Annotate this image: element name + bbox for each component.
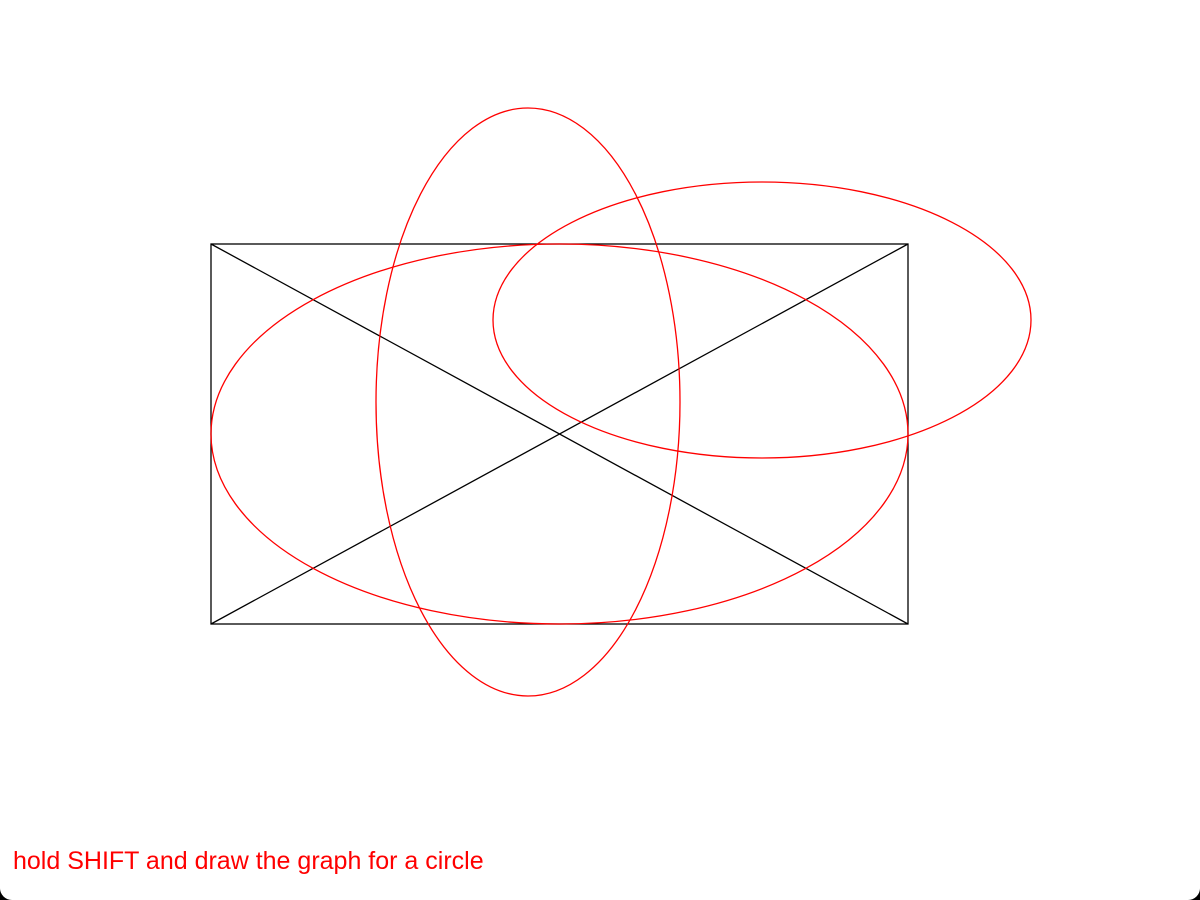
ellipse-large[interactable] (210, 243, 909, 625)
ellipse-upper-right[interactable] (492, 181, 1032, 459)
shapes-group (210, 107, 1032, 697)
guide-group (210, 243, 909, 625)
ellipse-vertical[interactable] (375, 107, 681, 697)
hint-text: hold SHIFT and draw the graph for a circ… (13, 847, 484, 875)
guide-diagonal-bl-tr (210, 243, 909, 625)
